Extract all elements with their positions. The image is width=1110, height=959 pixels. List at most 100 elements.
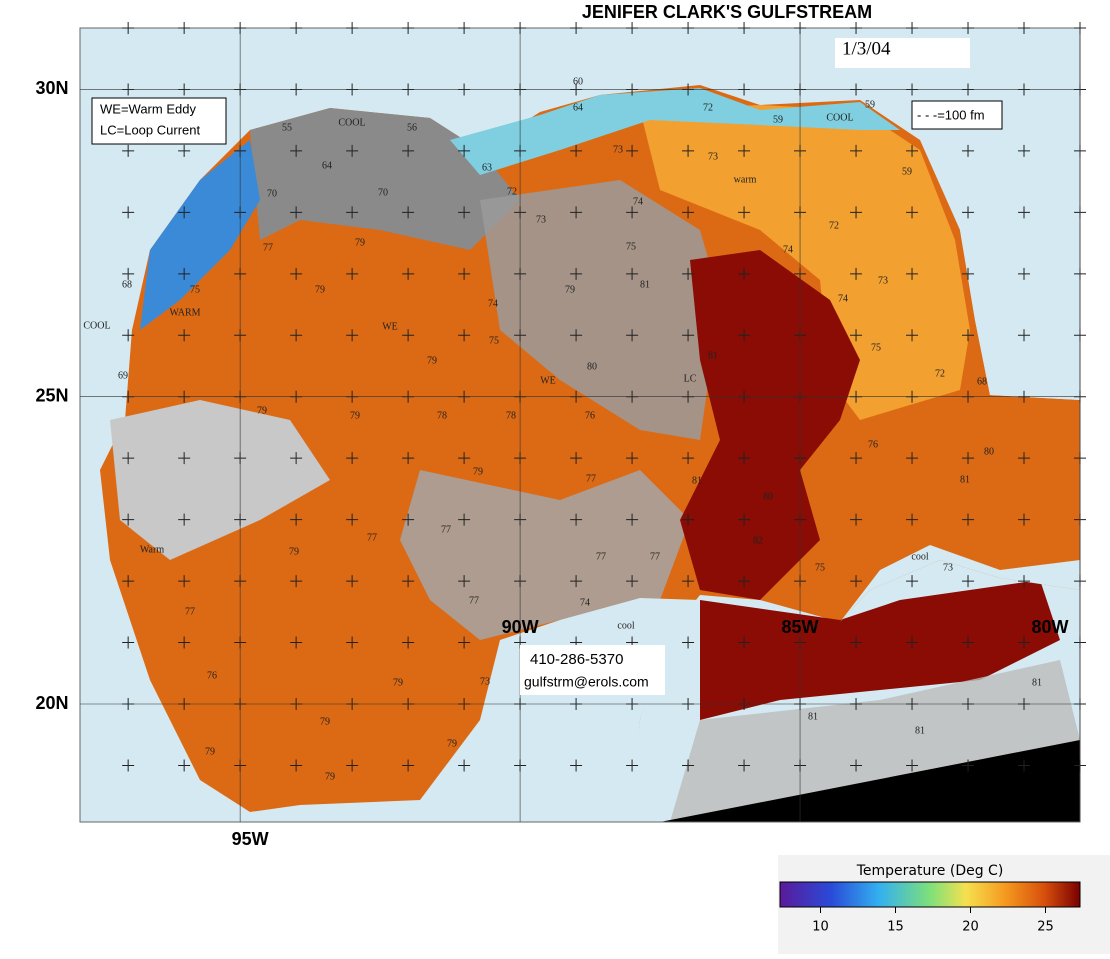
map-label: 70 xyxy=(378,187,388,198)
grid-cross xyxy=(738,206,751,219)
grid-cross xyxy=(850,329,863,342)
grid-cross xyxy=(738,144,751,157)
map-label: COOL xyxy=(83,320,110,331)
date-box xyxy=(835,38,970,68)
map-label: WE xyxy=(382,321,398,332)
grid-cross xyxy=(122,575,135,588)
grid-cross xyxy=(458,452,471,465)
grid-cross xyxy=(850,513,863,526)
grid-cross xyxy=(962,267,975,280)
map-label: 82 xyxy=(753,535,763,546)
map-label: 75 xyxy=(489,335,499,346)
grid-cross xyxy=(738,267,751,280)
grid-cross xyxy=(346,22,359,34)
grid-cross xyxy=(1018,636,1031,649)
grid-cross xyxy=(570,144,583,157)
grid-cross xyxy=(1018,575,1031,588)
grid-cross xyxy=(122,636,135,649)
grid-cross xyxy=(626,22,639,34)
grey-cloud xyxy=(400,470,690,640)
map-label: 79 xyxy=(325,771,335,782)
grid-cross xyxy=(850,636,863,649)
grid-cross xyxy=(290,513,303,526)
map-label: 72 xyxy=(829,220,839,231)
grid-cross xyxy=(178,636,191,649)
grid-cross xyxy=(122,206,135,219)
colorbar-tick-label: 10 xyxy=(812,920,829,935)
grid-cross xyxy=(122,759,135,772)
grid-cross xyxy=(290,452,303,465)
grid-cross xyxy=(570,759,583,772)
grid-cross xyxy=(906,329,919,342)
map-label: 79 xyxy=(350,410,360,421)
grid-cross xyxy=(1018,22,1031,34)
map-label: 78 xyxy=(506,410,516,421)
map-label: 79 xyxy=(355,237,365,248)
grid-cross xyxy=(178,267,191,280)
grid-cross xyxy=(682,22,695,34)
grid-cross xyxy=(682,636,695,649)
grid-cross xyxy=(626,329,639,342)
grid-cross xyxy=(962,206,975,219)
map-label: 69 xyxy=(118,370,128,381)
map-label: 64 xyxy=(573,102,583,113)
map-label: 68 xyxy=(122,279,132,290)
map-label: 70 xyxy=(267,188,277,199)
grid-cross xyxy=(178,329,191,342)
title: JENIFER CLARK'S GULFSTREAM xyxy=(582,2,872,22)
grid-cross xyxy=(682,144,695,157)
grey-cloud xyxy=(480,180,720,440)
map-label: 77 xyxy=(650,551,660,562)
map-label: 56 xyxy=(407,122,417,133)
grid-cross xyxy=(962,636,975,649)
lon-label: 80W xyxy=(1031,617,1068,637)
map-label: 74 xyxy=(633,196,643,207)
map-label: 81 xyxy=(692,475,702,486)
grid-cross xyxy=(906,575,919,588)
map-label: 77 xyxy=(586,473,596,484)
swath-edge xyxy=(660,740,1080,822)
map-label: 64 xyxy=(322,160,332,171)
lon-label: 95W xyxy=(232,829,269,849)
grid-cross xyxy=(402,267,415,280)
map-label: 76 xyxy=(207,670,217,681)
grid-cross xyxy=(1018,513,1031,526)
grid-cross xyxy=(570,329,583,342)
grid-cross xyxy=(346,575,359,588)
grid-cross xyxy=(178,513,191,526)
grid-cross xyxy=(1018,329,1031,342)
grid-cross xyxy=(178,22,191,34)
grid-cross xyxy=(850,22,863,34)
grid-cross xyxy=(1018,144,1031,157)
grid-cross xyxy=(682,759,695,772)
grid-cross xyxy=(402,329,415,342)
grid-cross xyxy=(626,759,639,772)
grid-cross xyxy=(458,206,471,219)
grid-cross xyxy=(682,575,695,588)
grid-cross xyxy=(402,452,415,465)
grid-cross xyxy=(570,452,583,465)
lat-label: 30N xyxy=(35,78,68,98)
grid-cross xyxy=(346,329,359,342)
grid-cross xyxy=(1018,759,1031,772)
map-label: 59 xyxy=(773,114,783,125)
map-label: 59 xyxy=(865,99,875,110)
map-label: 73 xyxy=(480,676,490,687)
grid-cross xyxy=(122,267,135,280)
grid-cross xyxy=(458,144,471,157)
map-label: 79 xyxy=(427,355,437,366)
grid-cross xyxy=(682,206,695,219)
grid-cross xyxy=(738,22,751,34)
map-label: cool xyxy=(911,551,928,562)
map-label: 81 xyxy=(640,279,650,290)
map-label: 72 xyxy=(703,102,713,113)
grid-cross xyxy=(850,575,863,588)
grid-cross xyxy=(402,22,415,34)
map-label: 77 xyxy=(596,551,606,562)
map-label: 77 xyxy=(263,242,273,253)
grid-cross xyxy=(738,759,751,772)
lon-label: 85W xyxy=(782,617,819,637)
map-label: 75 xyxy=(626,241,636,252)
map-label: 60 xyxy=(573,76,583,87)
